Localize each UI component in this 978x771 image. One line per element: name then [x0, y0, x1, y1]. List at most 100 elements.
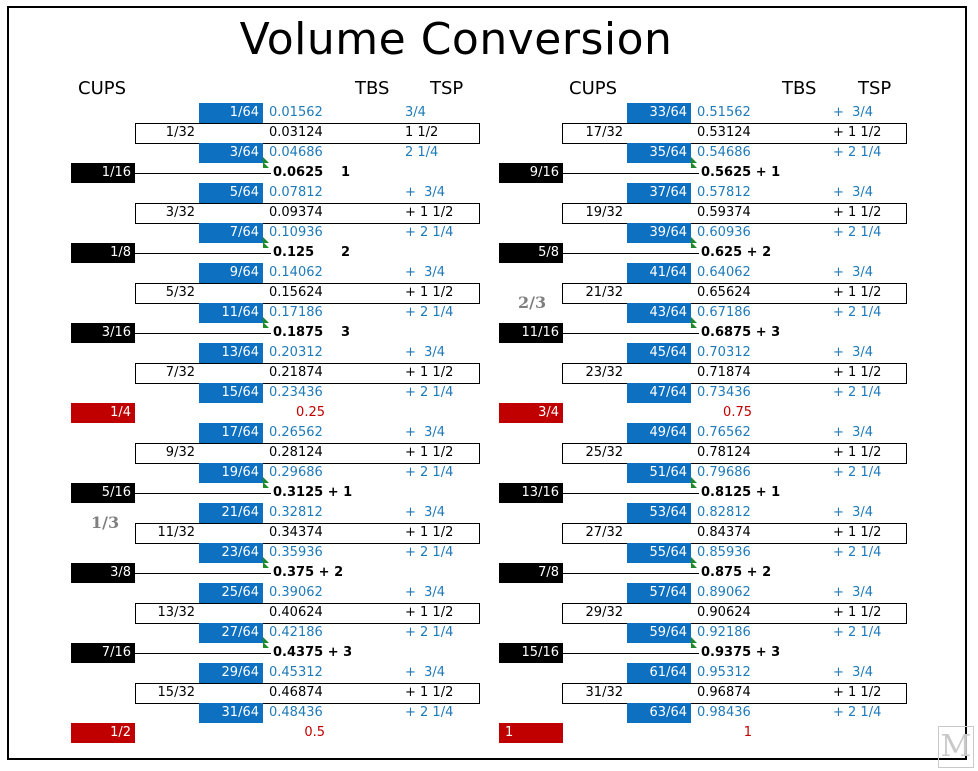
thirty-second-row — [135, 123, 480, 144]
decimal-value: 0.25 — [296, 405, 325, 420]
decimal-value: 0.10936 — [269, 225, 323, 240]
thirty-second-fraction: 5/32 — [165, 285, 195, 300]
thirty-second-row — [135, 443, 480, 464]
leader-line — [135, 573, 271, 574]
corner-marker — [691, 237, 697, 243]
sixty-fourth-fraction: 21/64 — [199, 503, 263, 523]
sixteenth-fraction: 15/16 — [499, 643, 563, 663]
thirty-second-fraction: 15/32 — [157, 685, 195, 700]
decimal-value: 0.60936 — [697, 225, 751, 240]
decimal-value: 0.59374 — [697, 205, 751, 220]
sixty-fourth-fraction: 31/64 — [199, 703, 263, 723]
corner-marker — [263, 162, 269, 168]
quarter-cup-fraction: 1 — [499, 723, 563, 743]
tsp-value: + 2 1/4 — [833, 545, 882, 560]
sixteenth-fraction: 1/16 — [71, 163, 135, 183]
corner-marker — [691, 157, 697, 163]
decimal-value: 1 — [743, 725, 752, 740]
decimal-value: 0.57812 — [697, 185, 751, 200]
sixty-fourth-fraction: 25/64 — [199, 583, 263, 603]
decimal-value: 0.34374 — [269, 525, 323, 540]
thirty-second-fraction: 1/32 — [165, 125, 195, 140]
tsp-value: + 3/4 — [833, 265, 874, 280]
decimal-value: 0.26562 — [269, 425, 323, 440]
decimal-value: 0.6875 + 3 — [701, 325, 781, 340]
decimal-value: 0.78124 — [697, 445, 751, 460]
thirty-second-row — [135, 603, 480, 624]
thirty-second-fraction: 7/32 — [165, 365, 195, 380]
tsp-value: + 2 1/4 — [405, 545, 454, 560]
tsp-value: + 3/4 — [833, 665, 874, 680]
thirty-second-row — [135, 363, 480, 384]
decimal-value: 0.20312 — [269, 345, 323, 360]
page-title: Volume Conversion — [239, 14, 673, 65]
decimal-value: 0.73436 — [697, 385, 751, 400]
tsp-value: + 2 1/4 — [405, 305, 454, 320]
two-thirds-label: 2/3 — [518, 293, 547, 312]
decimal-value: 0.70312 — [697, 345, 751, 360]
decimal-value: 0.17186 — [269, 305, 323, 320]
decimal-value: 0.75 — [723, 405, 752, 420]
sixteenth-fraction: 7/16 — [71, 643, 135, 663]
tsp-value: + 1 1/2 — [405, 205, 454, 220]
sixteenth-fraction: 11/16 — [499, 323, 563, 343]
decimal-value: 0.21874 — [269, 365, 323, 380]
tsp-value: + 2 1/4 — [405, 625, 454, 640]
decimal-value: 0.1875 — [273, 325, 324, 340]
decimal-value: 0.89062 — [697, 585, 751, 600]
decimal-value: 0.96874 — [697, 685, 751, 700]
decimal-value: 0.84374 — [697, 525, 751, 540]
corner-marker — [691, 637, 697, 643]
sixty-fourth-fraction: 45/64 — [627, 343, 691, 363]
tsp-value: + 2 1/4 — [833, 305, 882, 320]
tsp-value: + 3/4 — [833, 505, 874, 520]
leader-line — [563, 333, 699, 334]
corner-marker — [263, 477, 269, 483]
leader-line — [135, 173, 271, 174]
watermark-logo: M — [938, 726, 974, 768]
tsp-header-right: TSP — [858, 78, 892, 99]
thirty-second-fraction: 19/32 — [585, 205, 623, 220]
decimal-value: 0.67186 — [697, 305, 751, 320]
decimal-value: 0.82812 — [697, 505, 751, 520]
sixty-fourth-fraction: 3/64 — [199, 143, 263, 163]
leader-line — [135, 253, 271, 254]
decimal-value: 0.64062 — [697, 265, 751, 280]
corner-marker — [263, 242, 269, 248]
thirty-second-fraction: 11/32 — [157, 525, 195, 540]
tsp-value: + 2 1/4 — [833, 465, 882, 480]
decimal-value: 0.5625 + 1 — [701, 165, 781, 180]
sixty-fourth-fraction: 7/64 — [199, 223, 263, 243]
tsp-value: + 1 1/2 — [405, 445, 454, 460]
one-third-label: 1/3 — [91, 513, 120, 532]
thirty-second-fraction: 29/32 — [585, 605, 623, 620]
corner-marker — [691, 317, 697, 323]
decimal-value: 0.39062 — [269, 585, 323, 600]
sixty-fourth-fraction: 47/64 — [627, 383, 691, 403]
decimal-value: 0.35936 — [269, 545, 323, 560]
decimal-value: 0.90624 — [697, 605, 751, 620]
tsp-value: + 3/4 — [833, 105, 874, 120]
leader-line — [135, 493, 271, 494]
sixty-fourth-fraction: 15/64 — [199, 383, 263, 403]
sixty-fourth-fraction: 61/64 — [627, 663, 691, 683]
decimal-value: 0.45312 — [269, 665, 323, 680]
decimal-value: 0.8125 + 1 — [701, 485, 781, 500]
sixty-fourth-fraction: 5/64 — [199, 183, 263, 203]
leader-line — [135, 333, 271, 334]
corner-marker — [263, 482, 269, 488]
tsp-value: + 1 1/2 — [833, 205, 882, 220]
cups-header-right: CUPS — [569, 78, 618, 99]
sixty-fourth-fraction: 53/64 — [627, 503, 691, 523]
sixty-fourth-fraction: 29/64 — [199, 663, 263, 683]
decimal-value: 0.625 + 2 — [701, 245, 772, 260]
decimal-value: 0.07812 — [269, 185, 323, 200]
thirty-second-row — [562, 283, 907, 304]
decimal-value: 0.15624 — [269, 285, 323, 300]
thirty-second-row — [135, 203, 480, 224]
decimal-value: 0.95312 — [697, 665, 751, 680]
page-frame — [7, 6, 967, 760]
decimal-value: 0.40624 — [269, 605, 323, 620]
quarter-cup-fraction: 1/4 — [71, 403, 135, 423]
decimal-value: 0.32812 — [269, 505, 323, 520]
